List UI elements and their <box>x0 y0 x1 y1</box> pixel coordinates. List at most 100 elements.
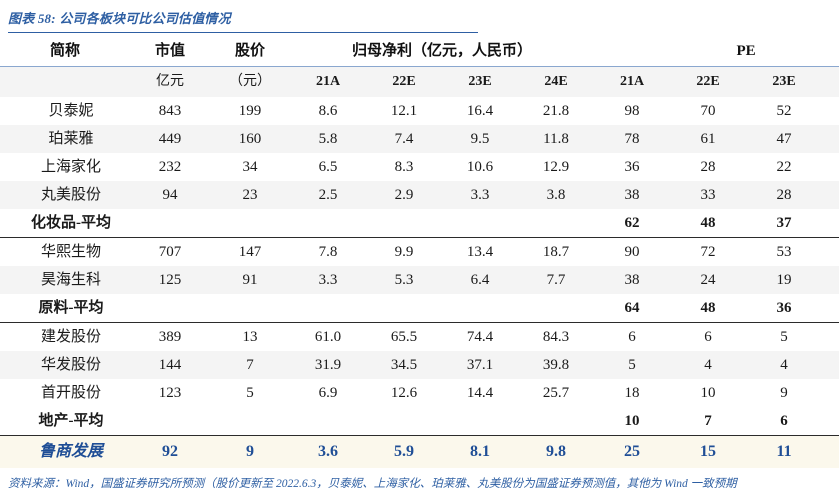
row-pe-24e: 18 <box>822 153 839 181</box>
row-pe-21a: 62 <box>594 209 671 238</box>
header-share-price: 股价 <box>210 36 290 67</box>
figure-title: 图表 58: 公司各板块可比公司估值情况 <box>8 11 231 26</box>
row-pe-22e: 72 <box>670 237 747 266</box>
row-pe-21a: 98 <box>594 97 671 125</box>
table-row-average: 原料-平均 64483627 <box>0 294 839 323</box>
row-np-22e: 8.3 <box>366 153 442 181</box>
row-pe-22e: 48 <box>670 209 747 238</box>
row-pe-23e: 9 <box>746 379 823 407</box>
header-np-21a: 21A <box>290 66 366 97</box>
row-share-price: 34 <box>210 153 290 181</box>
table-body: 贝泰妮8431998.612.116.421.898705239珀莱雅44916… <box>0 97 839 468</box>
row-pe-23e: 36 <box>746 294 823 323</box>
row-pe-23e: 28 <box>746 181 823 209</box>
row-np-23e: 16.4 <box>442 97 518 125</box>
row-np-22e: 2.9 <box>366 181 442 209</box>
row-pe-21a: 64 <box>594 294 671 323</box>
row-np-23e: 37.1 <box>442 351 518 379</box>
row-pe-21a: 25 <box>594 435 671 468</box>
valuation-table: 简称 市值 股价 归母净利（亿元，人民币） PE 亿元 （元） 21A 22E … <box>0 36 839 468</box>
row-pe-23e: 52 <box>746 97 823 125</box>
row-np-22e: 65.5 <box>366 322 442 351</box>
row-np-23e: 14.4 <box>442 379 518 407</box>
row-np-21a: 3.6 <box>290 435 366 468</box>
row-np-24e <box>518 294 595 323</box>
row-share-price: 91 <box>210 266 290 294</box>
row-pe-21a: 36 <box>594 153 671 181</box>
header-unit-market-cap: 亿元 <box>130 66 210 97</box>
row-np-22e: 9.9 <box>366 237 442 266</box>
row-pe-24e: 5 <box>822 379 839 407</box>
row-share-price: 13 <box>210 322 290 351</box>
row-np-23e: 74.4 <box>442 322 518 351</box>
row-share-price: 5 <box>210 379 290 407</box>
figure-source: 资料来源：Wind，国盛证券研究所预测（股价更新至 2022.6.3，贝泰妮、上… <box>8 478 737 490</box>
table-row-average: 化妆品-平均 62483730 <box>0 209 839 238</box>
row-np-22e <box>366 209 442 238</box>
header-np-24e: 24E <box>518 66 595 97</box>
row-share-price <box>210 407 290 436</box>
header-pe-group: PE <box>594 36 839 67</box>
row-pe-22e: 70 <box>670 97 747 125</box>
row-market-cap: 232 <box>130 153 210 181</box>
row-market-cap: 843 <box>130 97 210 125</box>
row-np-21a <box>290 407 366 436</box>
row-pe-23e: 37 <box>746 209 823 238</box>
row-pe-23e: 19 <box>746 266 823 294</box>
row-market-cap: 125 <box>130 266 210 294</box>
row-pe-23e: 22 <box>746 153 823 181</box>
row-pe-24e: 38 <box>822 125 839 153</box>
row-np-24e: 21.8 <box>518 97 595 125</box>
row-np-24e: 11.8 <box>518 125 595 153</box>
row-np-24e: 25.7 <box>518 379 595 407</box>
row-company-name: 鲁商发展 <box>0 435 130 468</box>
row-company-name: 化妆品-平均 <box>0 209 130 238</box>
row-pe-23e: 11 <box>746 435 823 468</box>
row-market-cap: 123 <box>130 379 210 407</box>
row-market-cap: 707 <box>130 237 210 266</box>
row-pe-23e: 5 <box>746 322 823 351</box>
row-company-name: 首开股份 <box>0 379 130 407</box>
row-pe-23e: 53 <box>746 237 823 266</box>
header-pe-22e: 22E <box>670 66 747 97</box>
row-pe-22e: 24 <box>670 266 747 294</box>
row-np-23e <box>442 407 518 436</box>
row-company-name: 华熙生物 <box>0 237 130 266</box>
row-share-price: 7 <box>210 351 290 379</box>
row-market-cap <box>130 294 210 323</box>
row-np-24e: 12.9 <box>518 153 595 181</box>
table-row-average: 地产-平均 10764 <box>0 407 839 436</box>
row-share-price: 199 <box>210 97 290 125</box>
row-np-24e <box>518 407 595 436</box>
row-np-23e: 13.4 <box>442 237 518 266</box>
row-np-21a: 61.0 <box>290 322 366 351</box>
row-np-21a <box>290 209 366 238</box>
row-share-price: 160 <box>210 125 290 153</box>
header-pe-21a: 21A <box>594 66 671 97</box>
row-np-23e: 6.4 <box>442 266 518 294</box>
row-company-name: 昊海生科 <box>0 266 130 294</box>
row-np-21a: 6.9 <box>290 379 366 407</box>
row-pe-22e: 4 <box>670 351 747 379</box>
row-pe-22e: 48 <box>670 294 747 323</box>
row-pe-22e: 28 <box>670 153 747 181</box>
row-np-22e: 5.3 <box>366 266 442 294</box>
row-pe-24e: 9 <box>822 435 839 468</box>
row-pe-24e: 27 <box>822 294 839 323</box>
header-unit-share-price: （元） <box>210 66 290 97</box>
row-pe-22e: 33 <box>670 181 747 209</box>
row-pe-21a: 90 <box>594 237 671 266</box>
row-np-22e: 7.4 <box>366 125 442 153</box>
row-pe-22e: 61 <box>670 125 747 153</box>
row-market-cap <box>130 407 210 436</box>
row-np-21a: 5.8 <box>290 125 366 153</box>
row-np-24e: 18.7 <box>518 237 595 266</box>
row-np-22e: 12.1 <box>366 97 442 125</box>
row-pe-24e: 30 <box>822 209 839 238</box>
row-company-name: 地产-平均 <box>0 407 130 436</box>
row-np-21a <box>290 294 366 323</box>
row-np-22e: 34.5 <box>366 351 442 379</box>
